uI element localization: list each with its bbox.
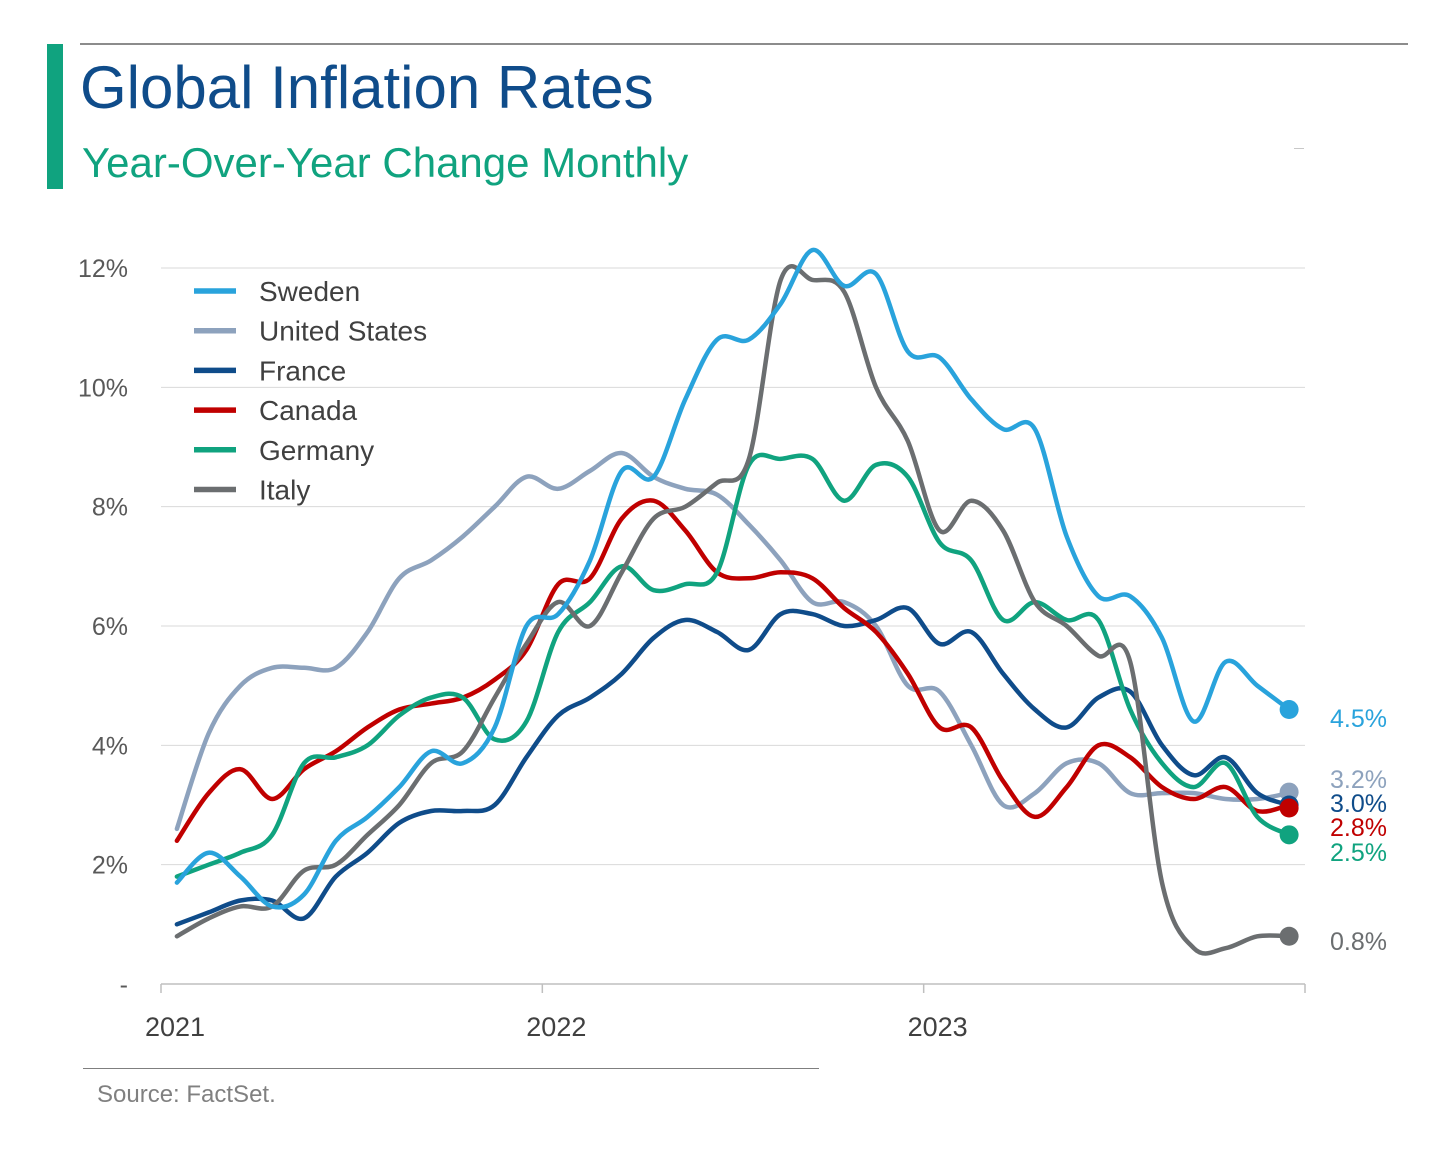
chart-subtitle: Year-Over-Year Change Monthly bbox=[82, 139, 689, 186]
legend-label: United States bbox=[259, 316, 427, 347]
chart-title: Global Inflation Rates bbox=[80, 54, 654, 121]
end-dot bbox=[1279, 825, 1299, 845]
y-tick-label: 6% bbox=[92, 613, 128, 641]
end-label: 0.8% bbox=[1330, 928, 1387, 956]
bottom-rule bbox=[83, 1068, 819, 1069]
y-tick-label: 2% bbox=[92, 852, 128, 880]
legend-label: Canada bbox=[259, 395, 358, 426]
series-line-germany bbox=[174, 452, 1292, 879]
end-dot bbox=[1279, 700, 1299, 720]
series-line-sweden bbox=[174, 247, 1292, 910]
y-tick-label: 12% bbox=[78, 255, 128, 283]
series-line-italy bbox=[174, 264, 1292, 956]
top-rule bbox=[80, 43, 1408, 45]
legend-label: Sweden bbox=[259, 276, 360, 307]
end-label: 3.2% bbox=[1330, 766, 1387, 794]
legend-label: France bbox=[259, 355, 346, 386]
series-line-france bbox=[174, 605, 1292, 927]
x-tick-label: 2023 bbox=[908, 1012, 968, 1042]
legend: Sweden United States France Canada Germany It… bbox=[194, 276, 427, 506]
x-tick-label: 2022 bbox=[526, 1012, 586, 1042]
legend-label: Germany bbox=[259, 435, 374, 466]
series-line-canada bbox=[174, 498, 1292, 844]
y-tick-label: 4% bbox=[92, 732, 128, 760]
decorative-tick bbox=[1294, 148, 1304, 149]
source-note: Source: FactSet. bbox=[97, 1081, 276, 1108]
end-dot bbox=[1279, 926, 1299, 946]
end-label: 2.8% bbox=[1330, 814, 1387, 842]
end-label: 2.5% bbox=[1330, 839, 1387, 867]
series-line-united-states bbox=[174, 450, 1292, 832]
y-tick-label: 10% bbox=[78, 374, 128, 402]
end-dot bbox=[1279, 798, 1299, 818]
y-tick-label: - bbox=[120, 971, 128, 999]
x-tick-label: 2021 bbox=[145, 1012, 205, 1042]
axes: - 2% 4% 6% 8% 10% 12% 2021 2022 2023 bbox=[78, 255, 1306, 1042]
accent-bar bbox=[47, 44, 63, 189]
y-tick-label: 8% bbox=[92, 494, 128, 522]
series-lines bbox=[174, 247, 1292, 956]
end-labels: 4.5% 3.2%3.0%2.8%2.5% 0.8% bbox=[1279, 700, 1387, 956]
legend-label: Italy bbox=[259, 475, 310, 506]
end-label: 4.5% bbox=[1330, 705, 1387, 733]
end-label: 3.0% bbox=[1330, 790, 1387, 818]
